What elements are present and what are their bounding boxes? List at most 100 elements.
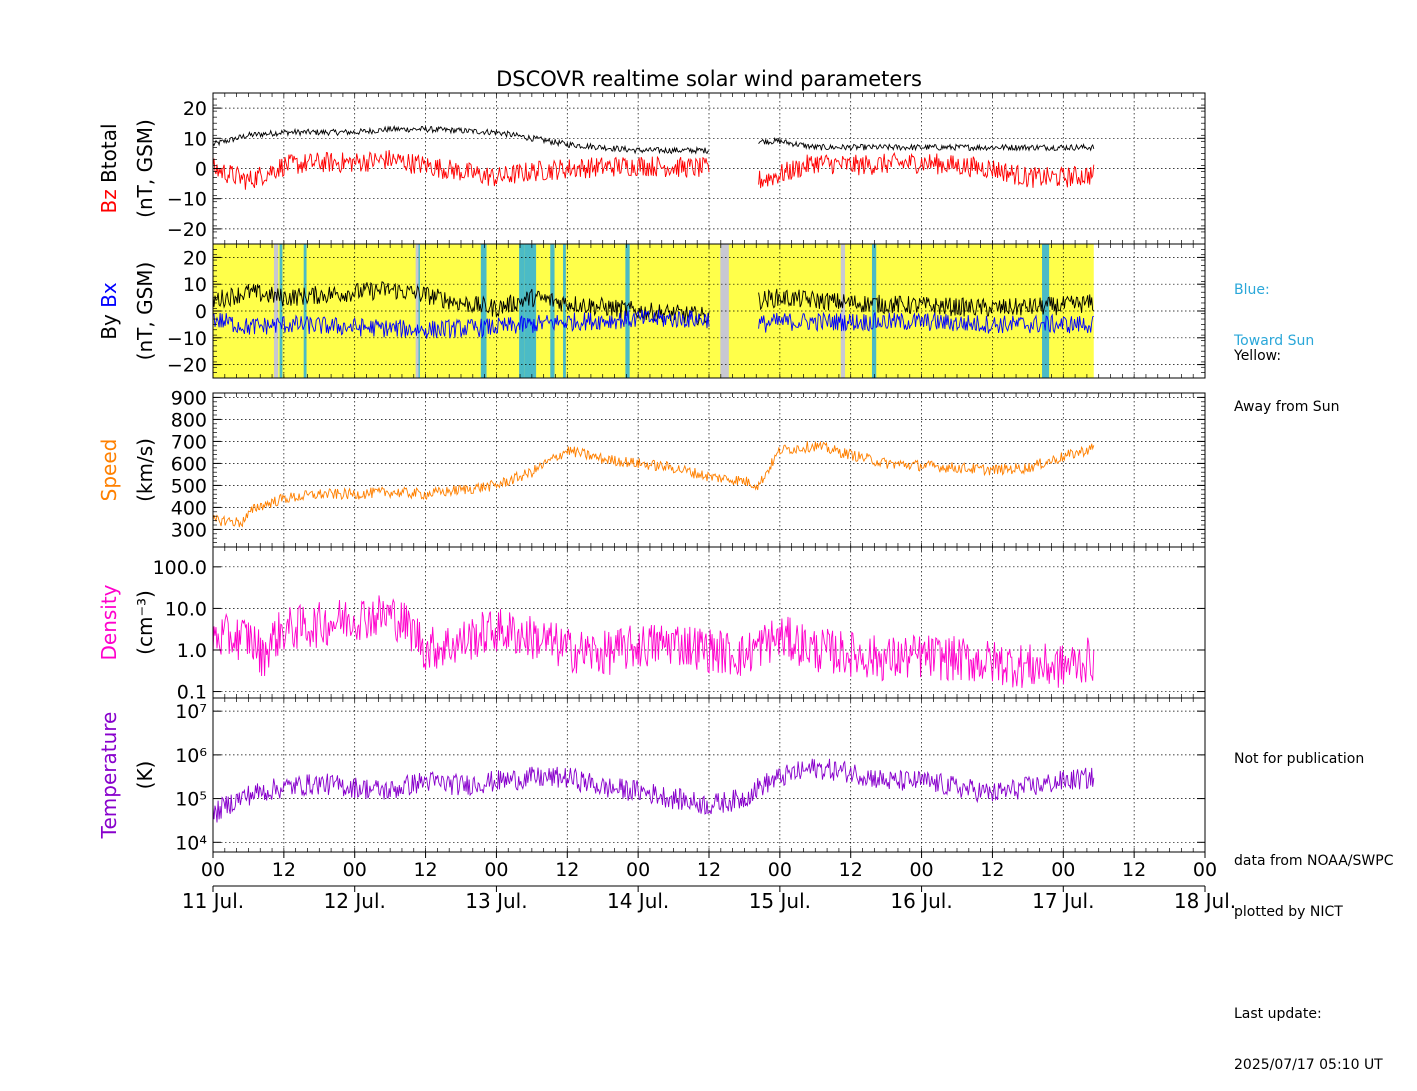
y-tick-label: 300 — [171, 519, 207, 541]
y-axis-unit-mag: (nT, GSM) — [133, 119, 157, 218]
y-tick-label: 10 — [183, 128, 207, 150]
series-line-by — [758, 288, 1094, 317]
series-line-btotal — [758, 136, 1095, 152]
series-line-btotal — [212, 124, 709, 155]
y-tick-label: 100.0 — [153, 557, 207, 579]
panel-mag — [212, 124, 1095, 190]
x-tick-label: 00 — [768, 859, 792, 881]
x-tick-label: 12 — [272, 859, 296, 881]
panel-speed — [212, 440, 1095, 528]
series-by — [212, 281, 1094, 326]
y-axis-label-part: Bz — [97, 189, 121, 213]
date-label: 14 Jul. — [607, 889, 669, 913]
date-label: 17 Jul. — [1032, 889, 1094, 913]
x-tick-label: 12 — [1122, 859, 1146, 881]
data-layer — [212, 124, 1095, 823]
y-axis-label-byx: By Bx — [97, 282, 121, 340]
panel-density — [212, 595, 1095, 688]
toward-sector-band — [563, 244, 566, 378]
panel-temperature — [212, 758, 1095, 823]
y-axis-label-part: Btotal — [97, 123, 121, 189]
y-tick-label: 20 — [183, 98, 207, 120]
y-tick-label: 10⁴ — [175, 832, 207, 854]
y-tick-label: 10⁵ — [175, 789, 207, 811]
data-gap-band — [273, 244, 279, 378]
y-axis-unit-density: (cm⁻³) — [133, 590, 157, 655]
date-label: 16 Jul. — [890, 889, 952, 913]
toward-sector-band — [550, 244, 555, 378]
y-tick-label: 400 — [171, 497, 207, 519]
series-temperature — [212, 758, 1095, 823]
series-line-bx — [758, 311, 1094, 334]
x-tick-label: 00 — [343, 859, 367, 881]
series-btotal — [212, 124, 1095, 155]
data-gap-band — [720, 244, 729, 378]
y-axis-unit-byx: (nT, GSM) — [133, 262, 157, 361]
solar-wind-figure: DSCOVR realtime solar wind parameters 20… — [97, 67, 1236, 913]
x-tick-label: 00 — [626, 859, 650, 881]
date-label: 15 Jul. — [749, 889, 811, 913]
y-axis-label-part: Temperature — [97, 712, 121, 840]
series-line-density — [212, 595, 1095, 688]
x-tick-label: 12 — [697, 859, 721, 881]
series-bz — [212, 150, 1095, 190]
series-bx — [212, 309, 1094, 339]
x-tick-label: 00 — [1193, 859, 1217, 881]
y-axis-label-mag: Bz Btotal — [97, 123, 121, 213]
y-tick-label: 700 — [171, 431, 207, 453]
x-tick-label: 00 — [909, 859, 933, 881]
y-tick-label: 600 — [171, 453, 207, 475]
y-axis-label-part: By — [97, 314, 121, 340]
x-tick-label: 00 — [1051, 859, 1075, 881]
chart-title: DSCOVR realtime solar wind parameters — [496, 67, 922, 91]
data-source-note: data from NOAA/SWPC — [1234, 853, 1394, 869]
date-label: 18 Jul. — [1174, 889, 1236, 913]
x-tick-label: 00 — [201, 859, 225, 881]
y-axis-label-density: Density — [97, 584, 121, 660]
yellow-label: Yellow: — [1234, 348, 1282, 364]
y-tick-label: 20 — [183, 247, 207, 269]
y-tick-label: 0 — [195, 301, 207, 323]
y-tick-label: 1.0 — [177, 640, 207, 662]
y-tick-label: 0.1 — [177, 682, 207, 704]
y-tick-label: −10 — [167, 328, 207, 350]
series-line-temperature — [212, 758, 1095, 823]
series-line-bz — [212, 150, 710, 190]
away-sun-note: Yellow: Away from Sun — [1234, 314, 1339, 433]
y-axis-unit-temperature: (K) — [133, 761, 157, 790]
y-tick-label: 10⁶ — [175, 745, 207, 767]
series-speed — [212, 440, 1095, 528]
series-line-bx — [212, 309, 710, 339]
y-axis-label-part: Density — [97, 584, 121, 660]
date-label: 12 Jul. — [324, 889, 386, 913]
y-axis-label-part: Speed — [97, 439, 121, 502]
data-gap-band — [840, 244, 846, 378]
blue-label: Blue: — [1234, 282, 1270, 298]
x-tick-label: 12 — [555, 859, 579, 881]
last-update-label: Last update: — [1234, 1006, 1322, 1022]
series-line-bz — [758, 151, 1095, 189]
y-tick-label: 0 — [195, 159, 207, 181]
y-tick-label: −20 — [167, 219, 207, 241]
y-tick-label: 500 — [171, 475, 207, 497]
x-tick-label: 00 — [484, 859, 508, 881]
y-tick-label: 800 — [171, 409, 207, 431]
x-tick-label: 12 — [980, 859, 1004, 881]
date-label: 11 Jul. — [182, 889, 244, 913]
y-tick-label: −10 — [167, 189, 207, 211]
y-tick-label: −20 — [167, 355, 207, 377]
last-update-value: 2025/07/17 05:10 UT — [1234, 1057, 1383, 1073]
y-tick-label: 10 — [183, 274, 207, 296]
series-density — [212, 595, 1095, 688]
y-axis-label-speed: Speed — [97, 439, 121, 502]
toward-sector-band — [480, 244, 487, 378]
y-tick-label: 10.0 — [165, 598, 207, 620]
not-for-publication-note: Not for publication — [1234, 751, 1365, 767]
y-tick-label: 10⁷ — [175, 701, 207, 723]
axis-labels-layer: 20 10 0 −10 −20 Bz Btotal (nT, GSM) 20 10 0 −10 −20… — [97, 98, 1236, 913]
x-tick-label: 12 — [413, 859, 437, 881]
plotted-by-note: plotted by NICT — [1234, 904, 1343, 920]
panel-frames-layer — [212, 92, 1206, 892]
grid-layer — [213, 93, 1205, 852]
y-axis-label-temperature: Temperature — [97, 712, 121, 840]
